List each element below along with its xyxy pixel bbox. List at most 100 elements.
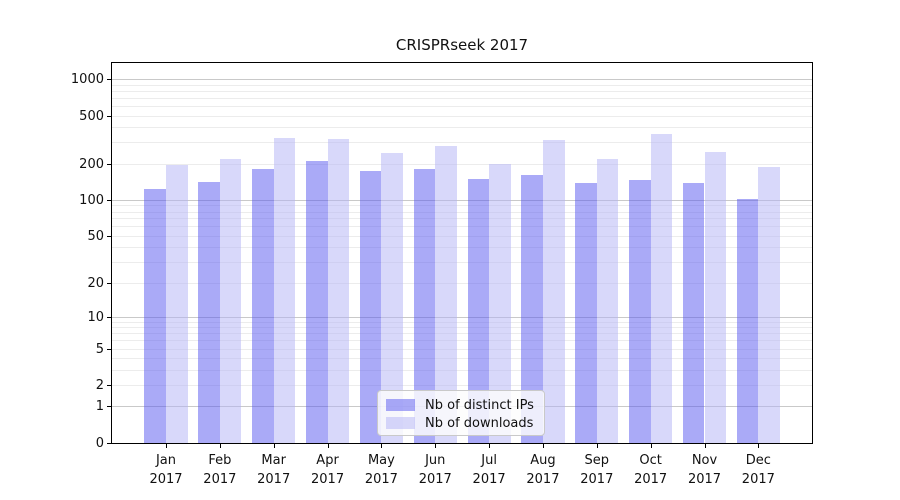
bar-oct-distinct-ips	[629, 179, 651, 443]
bar-sep-downloads	[596, 158, 619, 443]
gridline-600	[112, 105, 812, 107]
y-tick-label-50: 50	[87, 228, 104, 244]
legend-label-downloads: Nb of downloads	[425, 415, 534, 431]
y-tick-label-5: 5	[95, 341, 104, 357]
bar-feb-distinct-ips	[198, 181, 220, 443]
x-tick-label-nov: Nov 2017	[687, 453, 722, 487]
y-tick-label-100: 100	[79, 192, 104, 208]
x-tick-sep	[596, 444, 598, 448]
x-tick-label-oct: Oct 2017	[634, 453, 668, 487]
gridline-900	[112, 84, 812, 86]
gridline-700	[112, 97, 812, 99]
x-tick-aug	[542, 444, 544, 448]
legend-swatch-downloads	[386, 417, 415, 429]
bar-jul-downloads	[489, 164, 511, 443]
bar-jun-downloads	[435, 146, 457, 443]
x-tick-label-aug: Aug 2017	[526, 453, 560, 487]
legend: Nb of distinct IPs Nb of downloads	[377, 390, 545, 436]
x-tick-feb	[219, 444, 221, 448]
y-tick-200	[107, 163, 111, 165]
gridline-3	[112, 369, 812, 371]
y-tick-2	[107, 385, 111, 387]
x-tick-jul	[489, 444, 491, 448]
x-tick-label-sep: Sep 2017	[580, 453, 614, 487]
y-tick-label-200: 200	[79, 156, 104, 172]
legend-row-downloads: Nb of downloads	[386, 414, 544, 432]
gridline-60	[112, 226, 812, 228]
gridline-500	[112, 115, 812, 117]
bar-jun-distinct-ips	[413, 169, 436, 443]
y-tick-1000	[107, 79, 111, 81]
gridline-40	[112, 247, 812, 249]
gridline-4	[112, 358, 812, 360]
gridline-200	[112, 163, 812, 165]
bar-dec-distinct-ips	[736, 198, 759, 443]
bar-sep-distinct-ips	[575, 182, 597, 443]
bar-nov-downloads	[704, 151, 727, 443]
y-tick-label-500: 500	[79, 108, 104, 124]
y-tick-label-0: 0	[95, 436, 104, 451]
bar-jul-distinct-ips	[467, 179, 490, 443]
y-tick-10	[107, 316, 111, 318]
gridline-9	[112, 321, 812, 323]
bar-aug-distinct-ips	[521, 175, 543, 443]
x-tick-label-feb: Feb 2017	[203, 453, 237, 487]
y-tick-label-1000: 1000	[70, 72, 104, 88]
bar-apr-downloads	[327, 139, 350, 443]
bar-oct-downloads	[650, 133, 673, 443]
x-tick-label-jun: Jun 2017	[418, 453, 452, 487]
top-spine	[111, 62, 813, 63]
y-tick-20	[107, 282, 111, 284]
legend-label-distinct-ips: Nb of distinct IPs	[425, 397, 534, 413]
y-tick-1	[107, 406, 111, 408]
gridline-400	[112, 127, 812, 129]
gridline-7	[112, 333, 812, 335]
bar-mar-distinct-ips	[252, 168, 274, 443]
x-axis-line	[111, 443, 813, 444]
x-tick-label-dec: Dec 2017	[741, 453, 775, 487]
bar-nov-distinct-ips	[682, 182, 705, 443]
y-tick-label-20: 20	[87, 275, 104, 291]
bar-apr-distinct-ips	[305, 161, 328, 443]
x-tick-mar	[273, 444, 275, 448]
x-tick-nov	[704, 444, 706, 448]
gridline-1000	[112, 79, 812, 81]
bar-jan-downloads	[166, 165, 188, 443]
y-tick-0	[107, 443, 111, 444]
chart-title: CRISPRseek 2017	[395, 36, 529, 54]
gridline-10	[112, 316, 812, 318]
x-tick-oct	[650, 444, 652, 448]
gridline-8	[112, 327, 812, 329]
bar-may-distinct-ips	[359, 170, 382, 443]
x-tick-jan	[166, 444, 167, 448]
y-tick-label-2: 2	[95, 378, 104, 394]
y-tick-500	[107, 115, 111, 117]
gridline-300	[112, 142, 812, 144]
y-tick-label-1: 1	[95, 399, 104, 415]
gridline-20	[112, 282, 812, 284]
x-tick-label-jan: Jan 2017	[149, 453, 183, 487]
x-tick-label-jul: Jul 2017	[472, 453, 506, 487]
gridline-70	[112, 218, 812, 220]
bar-may-downloads	[381, 152, 403, 443]
bar-jan-distinct-ips	[144, 188, 166, 443]
y-tick-label-10: 10	[87, 309, 104, 325]
y-axis-line	[111, 62, 112, 444]
bar-dec-downloads	[758, 166, 780, 443]
gridline-50	[112, 235, 812, 237]
y-tick-5	[107, 348, 111, 350]
bar-feb-downloads	[219, 158, 242, 443]
plot-area: Nb of distinct IPs Nb of downloads	[112, 62, 812, 443]
gridline-100	[112, 199, 812, 201]
bar-aug-downloads	[542, 140, 565, 443]
legend-row-distinct-ips: Nb of distinct IPs	[386, 396, 544, 414]
gridline-5	[112, 348, 812, 350]
gridline-30	[112, 262, 812, 264]
x-tick-label-apr: Apr 2017	[311, 453, 345, 487]
gridline-6	[112, 340, 812, 342]
x-tick-dec	[758, 444, 760, 448]
gridline-80	[112, 211, 812, 213]
x-tick-apr	[327, 444, 329, 448]
gridline-2	[112, 385, 812, 387]
